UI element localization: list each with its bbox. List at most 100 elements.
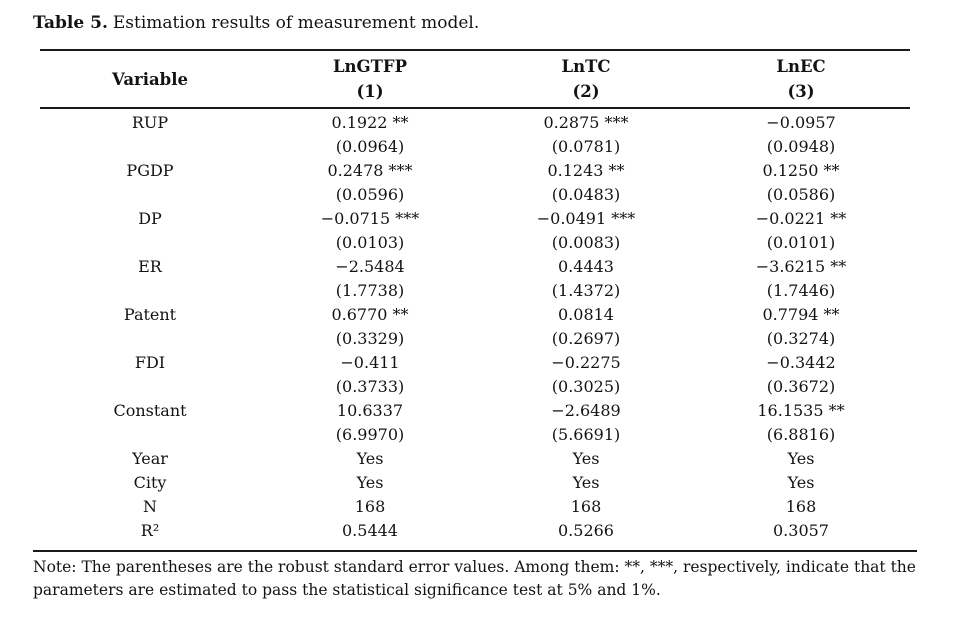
table-cell: 0.1922 ** [331,113,409,132]
header-variable: Variable [112,69,188,89]
table-cell: Yes [572,449,600,468]
row-variable-label [40,231,260,255]
table-caption-text: Estimation results of measurement model. [112,13,480,33]
header-col-number: (1) [356,82,384,101]
row-variable-label: N [143,497,157,516]
table-row-se: (0.3733) (0.3025) (0.3672) [40,375,910,399]
table-row-se: (1.7738) (1.4372) (1.7446) [40,279,910,303]
table-cell: −2.5484 [335,257,405,276]
row-variable-label: ER [138,257,162,276]
header-separator-rule [40,107,910,109]
table-row-n: N 168 168 168 [40,495,910,519]
table-cell: −0.0491 *** [536,209,636,228]
row-variable-label [40,279,260,303]
table-cell: (0.0103) [335,233,405,252]
table-cell: (0.0964) [335,137,405,156]
table-cell: 0.4443 [558,257,614,276]
table-caption-label: Table 5. [33,13,108,33]
table-row-se: (0.3329) (0.2697) (0.3274) [40,327,910,351]
header-col-name: LnEC [776,57,826,76]
table-cell: −0.3442 [766,353,836,372]
table-cell: −3.6215 ** [755,257,847,276]
table-cell: (0.0083) [551,233,621,252]
table-note: Note: The parentheses are the robust sta… [33,556,929,602]
header-col-lnec: LnEC (3) [692,51,910,107]
table-cell: 10.6337 [336,401,404,420]
row-variable-label: Constant [113,401,187,420]
row-variable-label: R² [140,521,160,540]
table-row-rup: RUP 0.1922 ** 0.2875 *** −0.0957 [40,111,910,135]
table-row-city: City Yes Yes Yes [40,471,910,495]
table-cell: (6.8816) [766,425,836,444]
table-cell: 168 [785,497,817,516]
table-cell: (0.3025) [551,377,621,396]
row-variable-label: Patent [123,305,177,324]
table-row-er: ER −2.5484 0.4443 −3.6215 ** [40,255,910,279]
table-cell: (0.0586) [766,185,836,204]
header-col-lngtfp: LnGTFP (1) [260,51,480,107]
table-cell: (0.0781) [551,137,621,156]
table-header-row: Variable LnGTFP (1) LnTC (2) LnEC (3) [40,51,910,107]
row-variable-label: PGDP [126,161,174,180]
table-cell: (0.2697) [551,329,621,348]
table-cell: 0.2875 *** [543,113,629,132]
table-cell: Yes [356,473,384,492]
table-cell: −2.6489 [551,401,621,420]
row-variable-label [40,135,260,159]
table-top-rule [40,49,910,51]
row-variable-label [40,423,260,447]
table-cell: 0.7794 ** [762,305,840,324]
table-bottom-rule [33,550,917,552]
table-cell: (1.7446) [766,281,836,300]
row-variable-label [40,375,260,399]
table-cell: 0.1243 ** [547,161,625,180]
row-variable-label [40,327,260,351]
table-row-se: (0.0964) (0.0781) (0.0948) [40,135,910,159]
table-body: RUP 0.1922 ** 0.2875 *** −0.0957 (0.0964… [40,111,910,543]
table-row-pgdp: PGDP 0.2478 *** 0.1243 ** 0.1250 ** [40,159,910,183]
table-cell: 0.6770 ** [331,305,409,324]
table-cell: 0.5266 [558,521,614,540]
table-cell: 0.3057 [773,521,829,540]
table-row-se: (6.9970) (5.6691) (6.8816) [40,423,910,447]
header-col-number: (2) [572,82,600,101]
table-row-patent: Patent 0.6770 ** 0.0814 0.7794 ** [40,303,910,327]
header-col-number: (3) [787,82,815,101]
row-variable-label: RUP [131,113,169,132]
table-cell: −0.0221 ** [755,209,847,228]
row-variable-label: Year [132,449,168,468]
table-cell: −0.2275 [551,353,621,372]
table-cell: (0.0596) [335,185,405,204]
table-cell: Yes [787,473,815,492]
table-cell: (0.3672) [766,377,836,396]
table-cell: (5.6691) [551,425,621,444]
table-row-year: Year Yes Yes Yes [40,447,910,471]
table-cell: 0.1250 ** [762,161,840,180]
table-cell: (0.0948) [766,137,836,156]
table-cell: (0.3733) [335,377,405,396]
table-cell: Yes [356,449,384,468]
row-variable-label: DP [138,209,162,228]
row-variable-label: FDI [134,353,166,372]
table-note-line1: Note: The parentheses are the robust sta… [33,558,916,576]
table-caption: Table 5. Estimation results of measuremen… [33,12,479,34]
table-cell: 168 [354,497,386,516]
table-cell: −0.0715 *** [320,209,420,228]
table-row-se: (0.0103) (0.0083) (0.0101) [40,231,910,255]
table-row-fdi: FDI −0.411 −0.2275 −0.3442 [40,351,910,375]
row-variable-label: City [133,473,167,492]
table-row-constant: Constant 10.6337 −2.6489 16.1535 ** [40,399,910,423]
table-cell: Yes [787,449,815,468]
row-variable-label [40,183,260,207]
header-col-name: LnGTFP [332,57,408,76]
table-row-se: (0.0596) (0.0483) (0.0586) [40,183,910,207]
table-cell: 168 [570,497,602,516]
table-cell: (0.0483) [551,185,621,204]
table-cell: Yes [572,473,600,492]
header-col-lntc: LnTC (2) [480,51,692,107]
table-cell: (0.0101) [766,233,836,252]
table-cell: (0.3329) [335,329,405,348]
table-cell: (6.9970) [335,425,405,444]
table-cell: (1.4372) [551,281,621,300]
